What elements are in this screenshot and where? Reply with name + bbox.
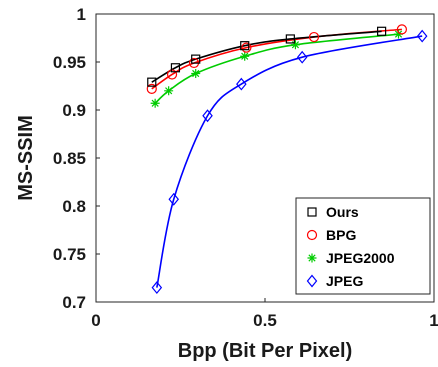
legend-marker-jpeg — [306, 274, 318, 288]
data-point-ours — [147, 77, 157, 87]
data-point-jpeg2000 — [240, 51, 250, 61]
data-point-bpg — [241, 42, 252, 53]
y-tick-label: 0.7 — [62, 293, 86, 312]
data-point-jpeg2000 — [394, 29, 404, 39]
data-point-jpeg — [168, 192, 180, 206]
data-point-bpg — [146, 83, 157, 94]
y-tick-label: 0.85 — [53, 149, 86, 168]
data-point-jpeg2000 — [150, 98, 160, 108]
legend-label-jpeg2000: JPEG2000 — [326, 250, 395, 266]
x-tick-label: 1 — [429, 311, 438, 330]
y-tick-label: 1 — [77, 5, 86, 24]
data-point-ours — [170, 63, 181, 73]
data-point-jpeg2000 — [164, 86, 174, 96]
series-line-jpeg — [156, 35, 423, 288]
x-tick-label: 0.5 — [253, 311, 277, 330]
y-tick-label: 0.95 — [53, 53, 86, 72]
y-tick-label: 0.9 — [62, 101, 86, 120]
y-axis-label: MS-SSIM — [15, 115, 37, 201]
data-point-jpeg — [416, 29, 428, 43]
data-point-ours — [377, 26, 387, 36]
data-point-jpeg — [202, 109, 213, 123]
legend-label-jpeg: JPEG — [326, 273, 363, 289]
legend-marker-ours — [307, 207, 317, 217]
data-point-bpg — [166, 69, 178, 80]
legend: Ours BPG JPEG2000 JPEG — [295, 197, 431, 295]
data-point-bpg — [308, 31, 320, 43]
data-point-jpeg — [296, 50, 308, 64]
data-point-jpeg — [151, 281, 163, 295]
data-point-bpg — [396, 24, 407, 35]
y-tick-label: 0.8 — [62, 197, 86, 216]
legend-markers — [306, 207, 318, 288]
data-point-ours — [285, 34, 295, 44]
y-axis: 0.7 0.75 0.8 0.85 0.9 0.95 1 MS-SSIM — [15, 5, 100, 312]
data-point-ours — [191, 54, 201, 64]
x-axis: 0 0.5 1 Bpp (Bit Per Pixel) — [91, 298, 438, 362]
x-axis-label: Bpp (Bit Per Pixel) — [178, 340, 352, 362]
series-markers — [146, 24, 428, 295]
data-point-jpeg2000 — [290, 40, 300, 50]
legend-marker-bpg — [306, 229, 318, 241]
data-point-jpeg2000 — [191, 69, 201, 79]
x-tick-group — [95, 298, 435, 302]
legend-box — [295, 197, 431, 295]
data-point-jpeg — [236, 77, 247, 91]
legend-label-ours: Ours — [326, 204, 359, 220]
legend-marker-jpeg2000 — [307, 253, 317, 263]
x-tick-label: 0 — [91, 311, 100, 330]
y-tick-label: 0.75 — [53, 245, 86, 264]
legend-label-bpg: BPG — [326, 227, 356, 243]
series-line-ours — [151, 30, 382, 83]
data-point-ours — [240, 41, 250, 51]
